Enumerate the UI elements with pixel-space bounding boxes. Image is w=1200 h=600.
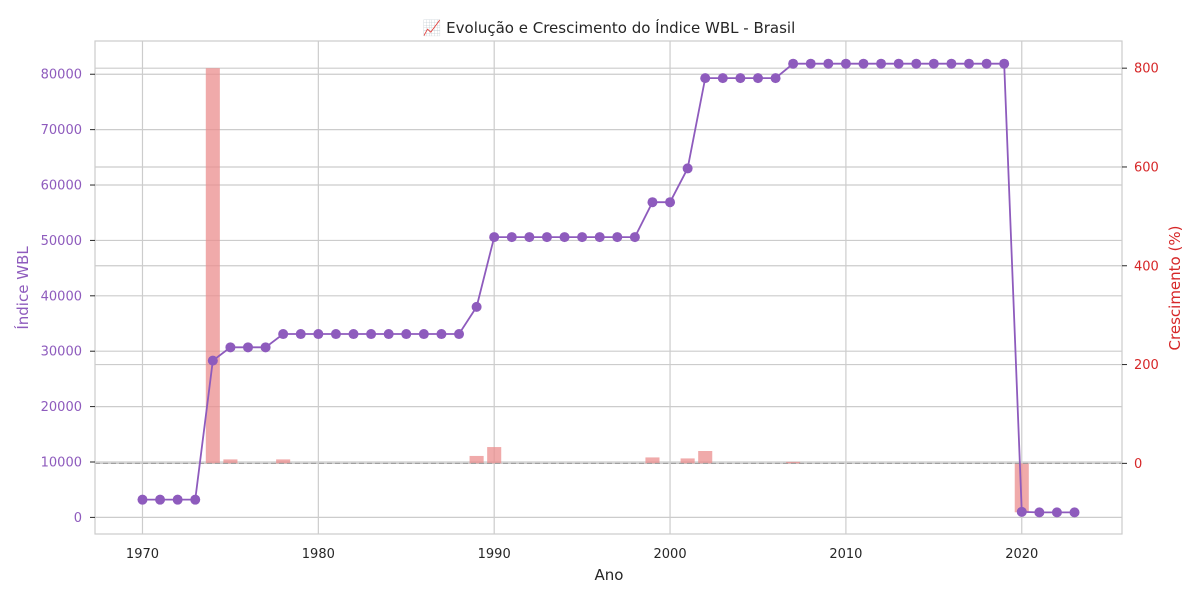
wbl-index-point [454,329,465,340]
bar-series [95,68,1122,513]
wbl-index-point [207,355,218,366]
x-tick-label: 2020 [1005,547,1038,562]
x-tick-label: 2010 [829,547,862,562]
right-axis-label: Crescimento (%) [1166,226,1184,351]
left-y-tick-label: 20000 [41,400,82,415]
wbl-index-point [506,232,517,243]
right-y-tick-label: 0 [1134,457,1142,472]
x-tick-label: 1990 [478,547,511,562]
wbl-index-point [541,232,552,243]
left-y-tick-label: 10000 [41,455,82,470]
wbl-index-point [999,58,1010,69]
wbl-index-point [594,232,605,243]
wbl-index-point [946,58,957,69]
wbl-index-point [137,494,148,505]
wbl-index-point [964,58,975,69]
growth-bar [698,451,713,464]
wbl-index-point [752,73,763,84]
left-y-tick-label: 30000 [41,345,82,360]
wbl-index-point [383,329,394,340]
growth-bar [469,455,484,464]
wbl-index-point [735,73,746,84]
wbl-index-point [155,494,166,505]
left-y-tick-label: 70000 [41,123,82,138]
wbl-index-point [911,58,922,69]
wbl-index-point [577,232,588,243]
wbl-index-point [330,329,341,340]
growth-bar [487,447,502,464]
left-y-tick-label: 0 [74,511,82,526]
x-axis-label: Ano [595,566,624,584]
x-tick-label: 1970 [126,547,159,562]
wbl-index-point [858,58,869,69]
wbl-index-point [788,58,799,69]
wbl-index-point [190,494,201,505]
growth-bar [645,457,660,464]
wbl-index-point [489,232,500,243]
x-tick-label: 1980 [302,547,335,562]
right-y-tick-label: 600 [1134,160,1159,175]
growth-bar [223,459,238,464]
wbl-index-point [1016,506,1027,517]
wbl-index-point [876,58,887,69]
wbl-index-point [172,494,183,505]
growth-bar [680,458,695,464]
wbl-index-point [665,197,676,208]
wbl-index-point [770,73,781,84]
wbl-index-point [524,232,535,243]
wbl-index-point [928,58,939,69]
growth-bar [276,459,291,464]
wbl-index-point [242,342,253,353]
growth-bar [786,461,801,464]
right-y-tick-label: 800 [1134,62,1159,77]
wbl-index-point [225,342,236,353]
left-axis-label: Índice WBL [13,246,32,330]
wbl-index-point [401,329,412,340]
wbl-index-point [418,329,429,340]
wbl-index-point [700,73,711,84]
wbl-index-point [612,232,623,243]
wbl-index-point [471,301,482,312]
wbl-index-point [805,58,816,69]
wbl-index-point [559,232,570,243]
wbl-index-point [1051,507,1062,518]
plot-frame [94,40,1123,535]
wbl-index-point [348,329,359,340]
wbl-index-point [629,232,640,243]
wbl-index-point [366,329,377,340]
ticks: 1970 1980 1990 2000 2010 20200100002000030000… [41,62,1159,562]
wbl-index-point [295,329,306,340]
left-y-tick-label: 40000 [41,289,82,304]
line-series [137,58,1080,518]
wbl-index-point [981,58,992,69]
wbl-index-point [278,329,289,340]
right-y-tick-label: 400 [1134,259,1159,274]
left-y-tick-label: 50000 [41,234,82,249]
wbl-index-point [717,73,728,84]
wbl-index-point [1069,507,1080,518]
left-y-tick-label: 80000 [41,68,82,83]
wbl-index-point [313,329,324,340]
wbl-index-point [1034,507,1045,518]
wbl-index-point [682,163,693,174]
left-y-tick-label: 60000 [41,179,82,194]
chart-title: 📈 Evolução e Crescimento do Índice WBL -… [423,18,796,37]
wbl-index-point [260,342,271,353]
wbl-index-point [647,197,658,208]
wbl-index-point [840,58,851,69]
x-tick-label: 2000 [654,547,687,562]
wbl-index-point [893,58,904,69]
right-y-tick-label: 200 [1134,358,1159,373]
wbl-index-point [823,58,834,69]
wbl-index-point [436,329,447,340]
growth-bar [1014,463,1029,513]
growth-bar [205,68,220,464]
